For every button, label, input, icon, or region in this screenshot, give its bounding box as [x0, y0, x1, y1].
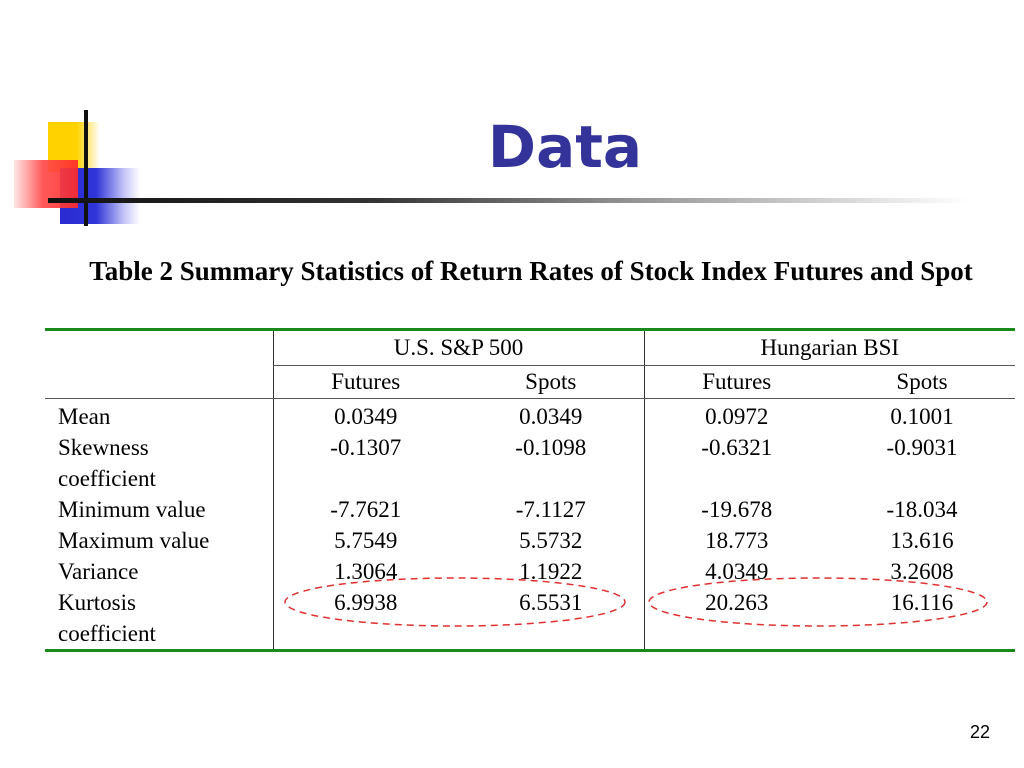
table-row: Skewness -0.1307 -0.1098 -0.6321 -0.9031	[45, 432, 1015, 463]
table-cell	[458, 618, 644, 652]
col-header-sp500-spots: Spots	[458, 365, 644, 399]
table-row: Minimum value -7.7621 -7.1127 -19.678 -18.03…	[45, 494, 1015, 525]
table-cell	[643, 618, 829, 652]
col-header-bsi-futures: Futures	[643, 365, 829, 399]
table-cell: 0.0349	[519, 404, 583, 429]
table-cell: -19.678	[643, 494, 829, 525]
statistics-table: U.S. S&P 500 Hungarian BSI Futures Spots…	[45, 328, 1015, 652]
table-cell: 0.1001	[890, 404, 954, 429]
table-cell: 18.773	[643, 525, 829, 556]
page-number: 22	[969, 722, 991, 742]
row-label: Variance	[58, 559, 139, 584]
sub-header-row: Futures Spots Futures Spots	[45, 365, 1015, 399]
table-cell: 16.116	[890, 590, 954, 615]
table-row: Variance 1.3064 1.1922 4.0349 3.2608	[45, 556, 1015, 587]
table-cell	[829, 463, 1015, 494]
group-header-bsi: Hungarian BSI	[643, 328, 1015, 366]
row-label: coefficient	[58, 466, 156, 491]
row-label: Mean	[58, 404, 111, 429]
table-row: coefficient	[45, 618, 1015, 652]
corner-cell-2	[45, 365, 273, 399]
table-cell: 4.0349	[643, 556, 829, 587]
table-cell: 13.616	[890, 528, 954, 553]
table-cell: 5.5732	[519, 528, 583, 553]
col-header-bsi-spots: Spots	[829, 365, 1015, 399]
logo-blue-square	[60, 168, 140, 224]
table-cell: 1.1922	[519, 559, 583, 584]
table-cell: -0.6321	[643, 432, 829, 463]
table-cell: 0.0972	[643, 398, 829, 432]
slide-title: Data	[487, 113, 643, 181]
table-row: Maximum value 5.7549 5.5732 18.773 13.616	[45, 525, 1015, 556]
statistics-table-container: U.S. S&P 500 Hungarian BSI Futures Spots…	[45, 328, 1015, 652]
table-cell: 5.7549	[272, 525, 458, 556]
table-cell: -7.7621	[272, 494, 458, 525]
row-label: coefficient	[45, 618, 273, 652]
row-label: Kurtosis	[58, 590, 136, 615]
table-cell: -0.9031	[886, 435, 958, 460]
group-header-row: U.S. S&P 500 Hungarian BSI	[45, 328, 1015, 366]
row-label: Maximum value	[58, 528, 210, 553]
table-row: Mean 0.0349 0.0349 0.0972 0.1001	[45, 398, 1015, 432]
table-row: Kurtosis 6.9938 6.5531 20.263 16.116	[45, 587, 1015, 618]
table-cell: -0.1098	[515, 435, 587, 460]
row-label: Minimum value	[58, 497, 206, 522]
table-cell: -7.1127	[515, 497, 586, 522]
table-cell: 6.5531	[519, 590, 583, 615]
logo-red-square	[14, 160, 78, 208]
table-cell	[643, 463, 829, 494]
table-cell: 0.0349	[272, 398, 458, 432]
logo-vertical-line	[84, 110, 88, 226]
table-cell	[458, 463, 644, 494]
group-header-sp500: U.S. S&P 500	[272, 328, 644, 366]
table-caption: Table 2 Summary Statistics of Return Rat…	[89, 256, 973, 286]
table-body: Mean 0.0349 0.0349 0.0972 0.1001 Skewness -0.1…	[45, 398, 1015, 652]
title-underline	[48, 198, 968, 203]
table-cell: 3.2608	[890, 559, 954, 584]
row-label: Skewness	[58, 435, 149, 460]
table-cell	[829, 618, 1015, 652]
table-cell	[272, 618, 458, 652]
table-cell: 1.3064	[272, 556, 458, 587]
table-cell	[272, 463, 458, 494]
table-cell: -0.1307	[272, 432, 458, 463]
table-cell: 20.263	[643, 587, 829, 618]
table-row: coefficient	[45, 463, 1015, 494]
table-cell: -18.034	[886, 497, 958, 522]
corner-cell	[45, 328, 273, 366]
table-cell: 6.9938	[272, 587, 458, 618]
col-header-sp500-futures: Futures	[272, 365, 458, 399]
logo-yellow-square	[48, 122, 100, 172]
